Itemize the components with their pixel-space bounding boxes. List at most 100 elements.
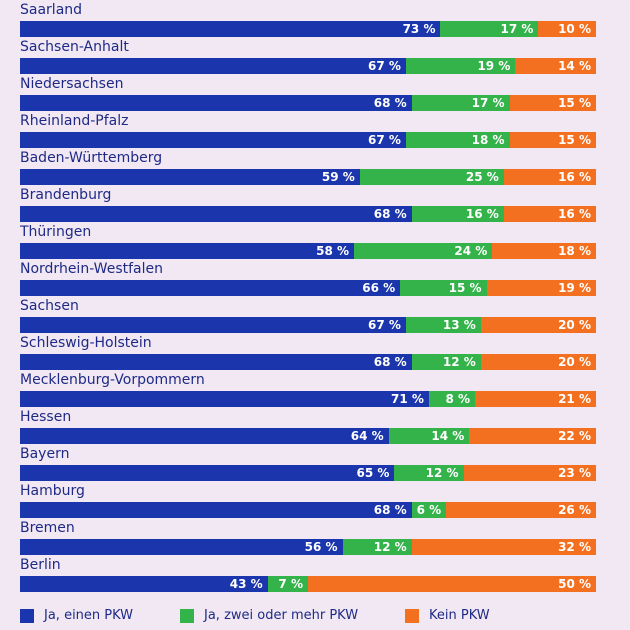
category-label: Rheinland-Pfalz [20, 113, 129, 129]
value-label: 14 % [558, 59, 591, 73]
bar-segment: 10 % [538, 21, 596, 37]
value-label: 18 % [471, 133, 505, 147]
value-label: 20 % [558, 355, 591, 369]
value-label: 14 % [431, 429, 465, 443]
bar-segment: 32 % [411, 539, 596, 555]
value-label: 12 % [442, 355, 476, 369]
bar-segment: 56 % [20, 539, 343, 555]
bar-segment: 13 % [405, 317, 481, 333]
value-label: 68 % [373, 355, 407, 369]
category-label: Sachsen-Anhalt [20, 39, 129, 55]
bar-segment: 15 % [400, 280, 487, 296]
category-label: Berlin [20, 557, 61, 573]
bar-segment: 18 % [492, 243, 596, 259]
bar-segment: 19 % [405, 58, 516, 74]
stacked-bar: 67 % 19 % 14 % [20, 58, 596, 74]
stacked-bar: 73 % 17 % 10 % [20, 21, 596, 37]
value-label: 58 % [316, 244, 350, 258]
category-label: Mecklenburg-Vorpommern [20, 372, 205, 388]
bar-segment: 64 % [20, 428, 389, 444]
value-label: 68 % [373, 503, 407, 517]
stacked-bar: 65 % 12 % 23 % [20, 465, 596, 481]
stacked-bar: 68 % 12 % 20 % [20, 354, 596, 370]
value-label: 15 % [448, 281, 482, 295]
value-label: 15 % [558, 96, 591, 110]
bar-segment: 65 % [20, 465, 395, 481]
stacked-bar: 68 % 17 % 15 % [20, 95, 596, 111]
stacked-bar: 43 % 7 % 50 % [20, 576, 596, 592]
bar-segment: 68 % [20, 502, 412, 518]
value-label: 66 % [362, 281, 396, 295]
bar-segment: 68 % [20, 206, 412, 222]
legend-item: Kein PKW [405, 608, 490, 623]
category-label: Nordrhein-Westfalen [20, 261, 163, 277]
legend-label: Ja, einen PKW [44, 608, 134, 623]
value-label: 67 % [368, 318, 401, 332]
bar-segment: 14 % [515, 58, 596, 74]
bar-segment: 67 % [20, 58, 406, 74]
bar-segment: 14 % [388, 428, 470, 444]
value-label: 64 % [350, 429, 384, 443]
legend-swatch [20, 608, 34, 623]
bar-segment: 43 % [20, 576, 268, 592]
bar-segment: 50 % [308, 576, 596, 592]
stacked-bar: 56 % 12 % 32 % [20, 539, 596, 555]
value-label: 16 % [465, 207, 499, 221]
bar-segment: 17 % [411, 95, 510, 111]
category-label: Hamburg [20, 483, 85, 499]
bar-segment: 12 % [342, 539, 412, 555]
value-label: 16 % [558, 207, 591, 221]
category-label: Brandenburg [20, 187, 112, 203]
legend: Ja, einen PKW Ja, zwei oder mehr PKW Kein … [20, 608, 620, 626]
stacked-bar: 67 % 18 % 15 % [20, 132, 596, 148]
value-label: 22 % [558, 429, 591, 443]
value-label: 12 % [373, 540, 407, 554]
value-label: 67 % [368, 59, 401, 73]
value-label: 50 % [558, 577, 591, 591]
value-label: 8 % [445, 392, 471, 406]
bar-segment: 12 % [411, 354, 481, 370]
value-label: 17 % [471, 96, 505, 110]
bar-segment: 25 % [359, 169, 504, 185]
bar-segment: 21 % [475, 391, 596, 407]
bar-segment: 23 % [463, 465, 596, 481]
value-label: 17 % [500, 22, 534, 36]
bar-segment: 20 % [480, 354, 596, 370]
value-label: 59 % [321, 170, 355, 184]
value-label: 56 % [304, 540, 338, 554]
bar-segment: 71 % [20, 391, 429, 407]
legend-item: Ja, zwei oder mehr PKW [180, 608, 358, 623]
stacked-bar: 68 % 16 % 16 % [20, 206, 596, 222]
category-label: Hessen [20, 409, 72, 425]
legend-label: Kein PKW [429, 608, 490, 623]
value-label: 6 % [416, 503, 442, 517]
bar-segment: 16 % [411, 206, 504, 222]
bar-segment: 59 % [20, 169, 360, 185]
bar-segment: 15 % [509, 132, 596, 148]
value-label: 19 % [477, 59, 511, 73]
bar-segment: 68 % [20, 95, 412, 111]
bar-segment: 16 % [503, 206, 596, 222]
value-label: 68 % [373, 207, 407, 221]
legend-item: Ja, einen PKW [20, 608, 133, 623]
category-label: Bayern [20, 446, 70, 462]
category-label: Baden-Württemberg [20, 150, 163, 166]
value-label: 67 % [368, 133, 401, 147]
stacked-bar: 58 % 24 % 18 % [20, 243, 596, 259]
bar-segment: 15 % [509, 95, 596, 111]
value-label: 25 % [465, 170, 499, 184]
stacked-bar: 59 % 25 % 16 % [20, 169, 596, 185]
bar-segment: 7 % [267, 576, 308, 592]
bar-segment: 6 % [411, 502, 447, 518]
bar-segment: 18 % [405, 132, 510, 148]
stacked-bar: 66 % 15 % 19 % [20, 280, 596, 296]
value-label: 12 % [425, 466, 459, 480]
value-label: 13 % [442, 318, 476, 332]
bar-segment: 22 % [469, 428, 596, 444]
category-label: Sachsen [20, 298, 79, 314]
bar-segment: 67 % [20, 132, 406, 148]
category-label: Niedersachsen [20, 76, 124, 92]
value-label: 16 % [558, 170, 591, 184]
bar-segment: 16 % [503, 169, 596, 185]
category-label: Saarland [20, 2, 83, 18]
